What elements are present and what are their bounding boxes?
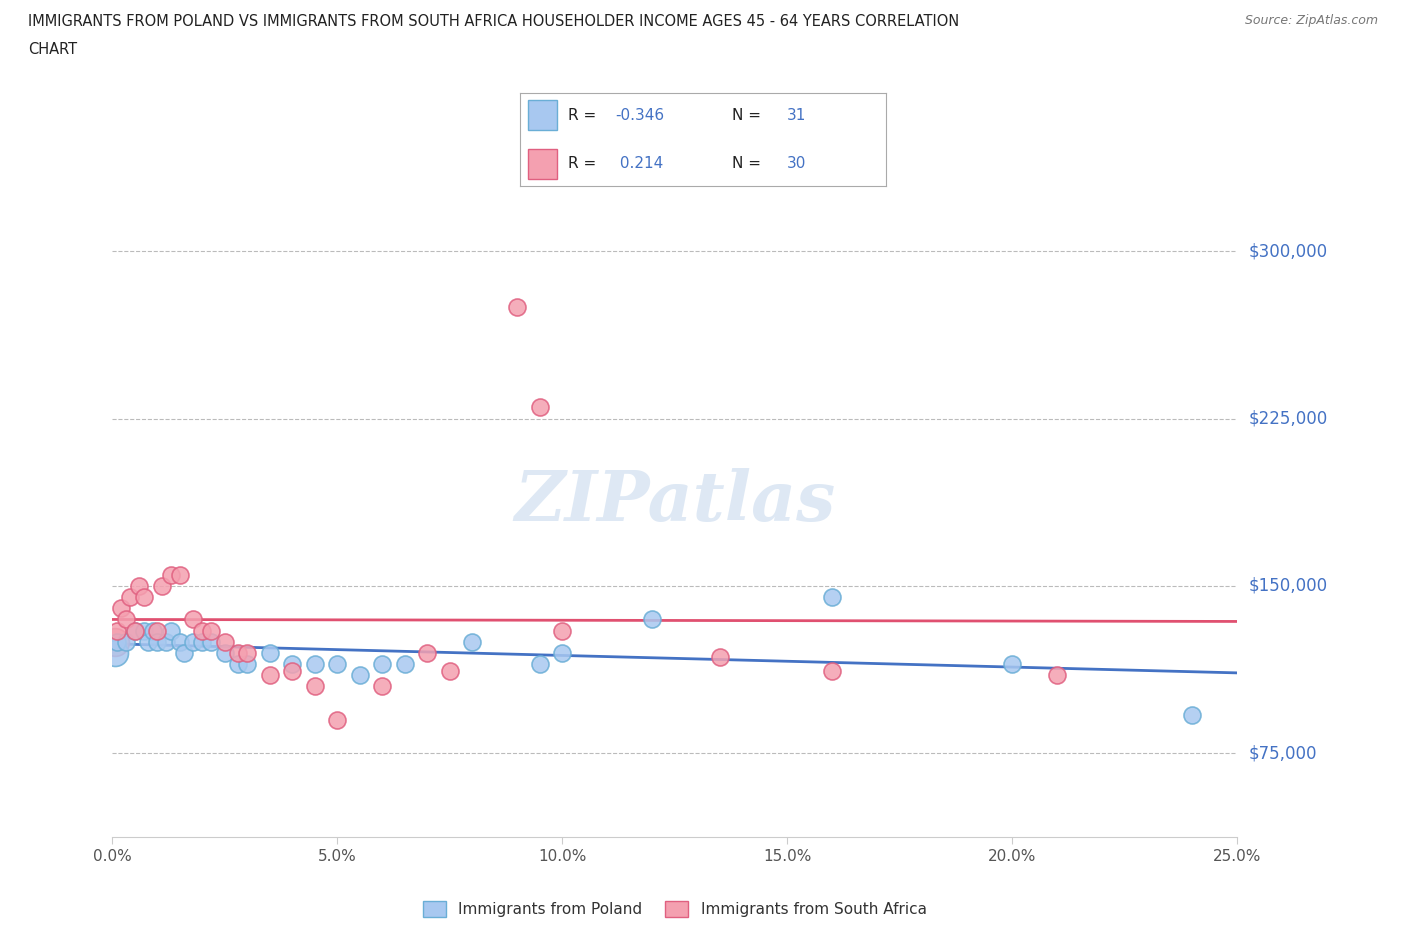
Point xyxy=(259,668,281,683)
Text: $225,000: $225,000 xyxy=(1249,409,1327,428)
Point xyxy=(128,578,150,593)
Point xyxy=(439,663,461,678)
Point xyxy=(551,645,574,660)
Point xyxy=(529,400,551,415)
Point xyxy=(228,645,250,660)
Point xyxy=(105,634,128,649)
FancyBboxPatch shape xyxy=(527,149,557,179)
Point xyxy=(115,612,138,627)
Point xyxy=(110,601,132,616)
Text: R =: R = xyxy=(568,108,596,123)
Text: $75,000: $75,000 xyxy=(1249,744,1317,763)
Text: 0.214: 0.214 xyxy=(616,156,664,171)
Point xyxy=(115,634,138,649)
Text: -0.346: -0.346 xyxy=(616,108,665,123)
Text: IMMIGRANTS FROM POLAND VS IMMIGRANTS FROM SOUTH AFRICA HOUSEHOLDER INCOME AGES 4: IMMIGRANTS FROM POLAND VS IMMIGRANTS FRO… xyxy=(28,14,959,29)
Point xyxy=(236,645,259,660)
Point xyxy=(1181,708,1204,723)
Text: $150,000: $150,000 xyxy=(1249,577,1327,595)
Point xyxy=(132,590,155,604)
Point xyxy=(142,623,165,638)
Point xyxy=(228,657,250,671)
Point xyxy=(529,657,551,671)
Point xyxy=(214,634,236,649)
Point xyxy=(371,679,394,694)
Text: ZIPatlas: ZIPatlas xyxy=(515,469,835,536)
Point xyxy=(281,657,304,671)
Text: N =: N = xyxy=(733,156,761,171)
Point xyxy=(371,657,394,671)
Point xyxy=(146,623,169,638)
Point xyxy=(104,645,127,660)
Point xyxy=(150,578,173,593)
Point xyxy=(461,634,484,649)
Point xyxy=(1001,657,1024,671)
Text: $300,000: $300,000 xyxy=(1249,242,1327,260)
FancyBboxPatch shape xyxy=(527,100,557,130)
Point xyxy=(214,645,236,660)
Point xyxy=(709,650,731,665)
Point xyxy=(183,612,205,627)
Point xyxy=(124,623,146,638)
Point xyxy=(191,634,214,649)
Point xyxy=(200,623,222,638)
Text: R =: R = xyxy=(568,156,596,171)
Point xyxy=(169,567,191,582)
Point xyxy=(821,590,844,604)
Point xyxy=(191,623,214,638)
Point xyxy=(551,623,574,638)
Point xyxy=(138,634,160,649)
Text: CHART: CHART xyxy=(28,42,77,57)
Point xyxy=(304,679,326,694)
Point xyxy=(160,567,183,582)
Legend: Immigrants from Poland, Immigrants from South Africa: Immigrants from Poland, Immigrants from … xyxy=(418,895,932,923)
Point xyxy=(416,645,439,660)
Point xyxy=(326,657,349,671)
Point xyxy=(506,299,529,314)
Point xyxy=(349,668,371,683)
Point xyxy=(236,657,259,671)
Point xyxy=(146,634,169,649)
Point xyxy=(132,623,155,638)
Point xyxy=(155,634,177,649)
Point xyxy=(183,634,205,649)
Point xyxy=(326,712,349,727)
Point xyxy=(821,663,844,678)
Point xyxy=(173,645,195,660)
Point xyxy=(200,634,222,649)
Point xyxy=(394,657,416,671)
Text: N =: N = xyxy=(733,108,761,123)
Point xyxy=(124,623,146,638)
Text: 30: 30 xyxy=(787,156,807,171)
Point xyxy=(281,663,304,678)
Text: 31: 31 xyxy=(787,108,807,123)
Point xyxy=(169,634,191,649)
Point xyxy=(160,623,183,638)
Point xyxy=(259,645,281,660)
Point xyxy=(304,657,326,671)
Text: Source: ZipAtlas.com: Source: ZipAtlas.com xyxy=(1244,14,1378,27)
Point xyxy=(641,612,664,627)
Point xyxy=(1046,668,1069,683)
Point xyxy=(104,634,127,649)
Point xyxy=(105,623,128,638)
Point xyxy=(120,590,142,604)
